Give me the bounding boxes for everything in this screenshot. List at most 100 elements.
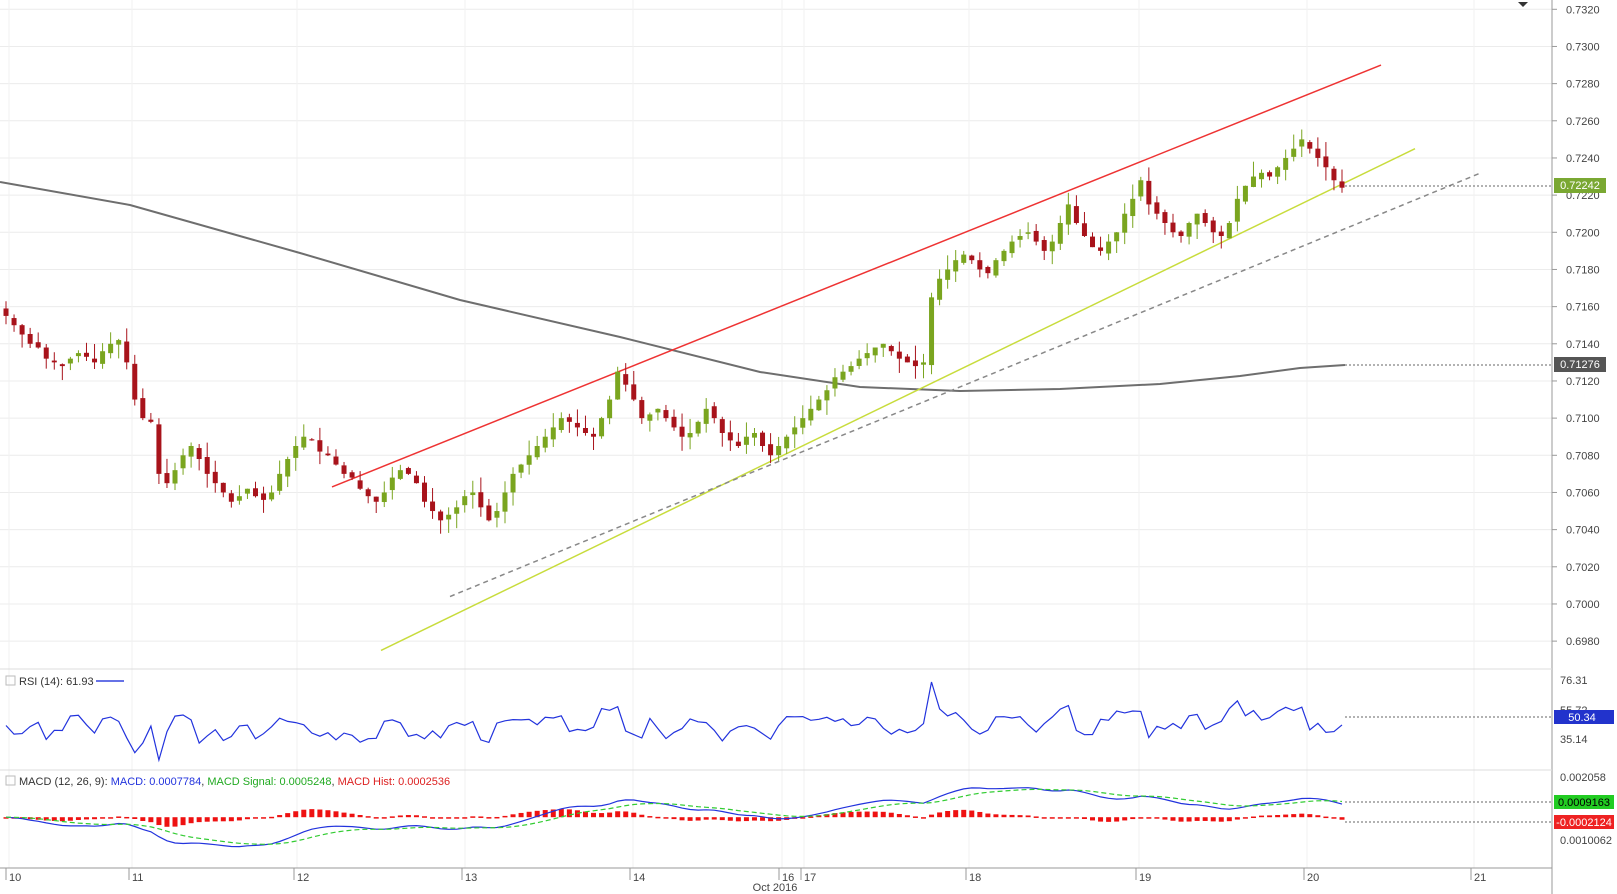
candle-body xyxy=(880,343,886,348)
candle-body xyxy=(156,424,162,474)
candle-body xyxy=(615,371,621,400)
candle-body xyxy=(1146,180,1152,205)
time-tick-label: 12 xyxy=(297,872,309,884)
macd-hist-bar xyxy=(824,814,830,818)
macd-hist-bar xyxy=(880,811,886,818)
macd-hist-bar xyxy=(116,816,122,818)
candle-body xyxy=(220,482,226,493)
macd-hist-bar xyxy=(59,817,65,822)
candle-body xyxy=(83,352,89,357)
macd-hist-bar xyxy=(92,817,98,820)
candle-body xyxy=(502,492,508,512)
candle-body xyxy=(1009,241,1015,254)
ma-badge xyxy=(1554,357,1606,372)
candle-body xyxy=(510,473,516,493)
rsi-toggle-icon[interactable] xyxy=(5,675,16,686)
candle-body xyxy=(1339,181,1345,188)
macd-legend[interactable]: MACD (12, 26, 9): MACD: 0.0007784, MACD … xyxy=(5,775,450,788)
candle-body xyxy=(1041,240,1047,251)
macd-hist-bar xyxy=(872,811,878,818)
time-tick-label: 14 xyxy=(633,872,645,884)
moving-average-line xyxy=(0,181,1346,393)
macd-hist-bar xyxy=(269,816,275,819)
macd-hist-bar xyxy=(1210,817,1216,822)
upper-channel-trendline[interactable] xyxy=(331,64,1382,488)
dashed-channel-trendline[interactable] xyxy=(449,172,1482,598)
macd-hist-bar xyxy=(510,814,516,818)
price-tick-label: 0.6980 xyxy=(1566,636,1600,648)
macd-hist-bar xyxy=(277,815,283,818)
macd-hist-bar xyxy=(1122,817,1128,821)
price-tick-label: 0.7240 xyxy=(1566,153,1600,165)
macd-hist-badge xyxy=(1554,815,1614,829)
macd-hist-bar xyxy=(405,815,411,818)
candle-body xyxy=(808,408,814,421)
candle-body xyxy=(1138,180,1144,197)
macd-hist-bar xyxy=(929,814,935,818)
time-axis: 10 11 12 13 14 16 17 18 19 20 21 xyxy=(5,868,1486,884)
candle-body xyxy=(301,436,307,448)
macd-hist-bar xyxy=(599,813,605,818)
macd-hist-bar xyxy=(937,812,943,818)
price-tick-label: 0.7080 xyxy=(1566,450,1600,462)
candle-body xyxy=(172,470,178,484)
candle-body xyxy=(140,398,146,419)
macd-hist-badge-text: -0.0002124 xyxy=(1556,817,1612,829)
candle-body xyxy=(623,374,629,385)
macd-hist-bar xyxy=(1250,816,1256,819)
candle-body xyxy=(1202,213,1208,223)
candle-body xyxy=(357,480,363,489)
trendlines[interactable] xyxy=(331,64,1482,652)
macd-hist-bar xyxy=(164,817,170,827)
candle-body xyxy=(679,426,685,437)
candle-body xyxy=(446,514,452,520)
price-grid xyxy=(0,0,1552,868)
macd-hist-bar xyxy=(808,816,814,818)
candle-body xyxy=(735,441,741,446)
macd-hist-bar xyxy=(244,817,250,820)
macd-hist-bar xyxy=(1170,817,1176,821)
candle-body xyxy=(920,362,926,365)
macd-hist-bar xyxy=(3,817,9,819)
candle-body xyxy=(663,410,669,419)
candle-body xyxy=(647,414,653,421)
rsi-value-badge xyxy=(1554,710,1614,724)
candle-body xyxy=(937,278,943,300)
time-tick-label: 11 xyxy=(132,872,143,884)
candle-body xyxy=(59,364,65,367)
candle-body xyxy=(1106,241,1112,254)
candle-body xyxy=(1178,231,1184,237)
macd-hist-bar xyxy=(945,810,951,818)
candle-body xyxy=(639,400,645,419)
macd-hist-bar xyxy=(631,812,637,818)
candle-body xyxy=(381,492,387,503)
macd-hist-bar xyxy=(558,809,564,818)
candle-body xyxy=(993,260,999,276)
candle-body xyxy=(1242,185,1248,202)
macd-hist-bar xyxy=(856,811,862,818)
macd-hist-bar xyxy=(1065,817,1071,819)
candle-body xyxy=(108,343,114,354)
price-tick-label: 0.7000 xyxy=(1566,599,1600,611)
time-tick-label: 17 xyxy=(804,872,816,884)
candle-body xyxy=(1081,223,1087,237)
candle-body xyxy=(116,340,122,345)
macd-hist-bar xyxy=(647,816,653,818)
macd-hist-bar xyxy=(188,817,194,824)
price-tick-label: 0.7140 xyxy=(1566,339,1600,351)
candle-body xyxy=(244,488,250,494)
candle-body xyxy=(252,488,258,497)
candle-body xyxy=(534,446,540,458)
candle-body xyxy=(824,390,830,401)
chevron-down-icon[interactable] xyxy=(1518,2,1528,7)
candle-body xyxy=(1315,148,1321,158)
lower-channel-trendline[interactable] xyxy=(380,147,1416,652)
macd-hist-bar xyxy=(236,817,242,821)
candle-body xyxy=(236,496,242,501)
candle-body xyxy=(196,448,202,460)
rsi-legend[interactable]: RSI (14): 61.93 xyxy=(5,675,124,688)
price-tick-label: 0.7320 xyxy=(1566,4,1600,16)
macd-hist-bar xyxy=(397,815,403,818)
macd-toggle-icon[interactable] xyxy=(5,775,16,786)
candle-body xyxy=(478,492,484,508)
